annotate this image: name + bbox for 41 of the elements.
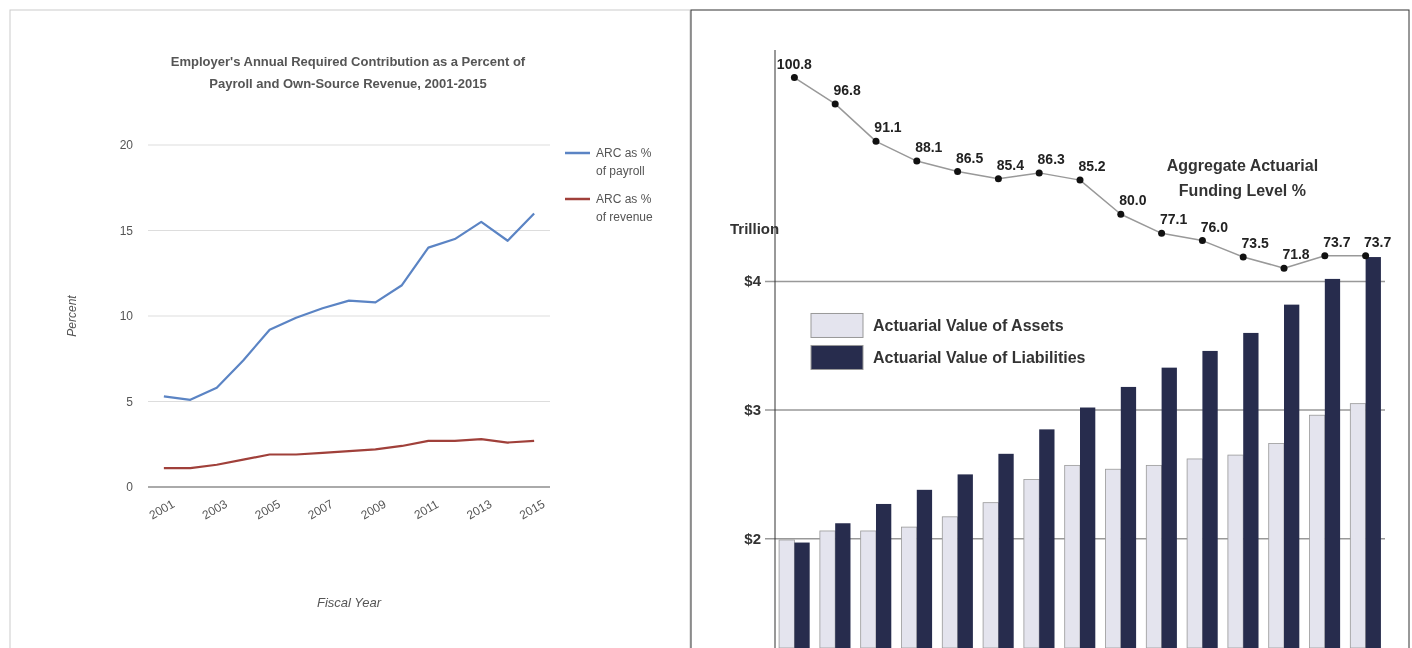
x-axis-title: Fiscal Year xyxy=(316,595,382,610)
data-label: 96.8 xyxy=(833,81,862,98)
legend-label: Actuarial Value of Assets xyxy=(873,317,1064,335)
line-series xyxy=(162,212,536,401)
data-label: 73.7 xyxy=(1323,233,1351,250)
data-label: 88.1 xyxy=(915,139,943,156)
y-tick-label: 15 xyxy=(119,223,134,238)
y-axis-title: Percent xyxy=(65,294,79,337)
y-tick-label: $4 xyxy=(744,272,762,290)
data-label: 80.0 xyxy=(1119,192,1147,209)
x-tick-label: 2011 xyxy=(411,496,442,523)
legend-label: ARC as % of revenue xyxy=(596,192,654,224)
data-label: 77.1 xyxy=(1159,211,1188,228)
y-tick-label: 10 xyxy=(119,309,134,323)
x-tick-label: 2015 xyxy=(517,496,548,523)
x-tick-label: 2009 xyxy=(358,496,389,523)
x-tick-label: 2013 xyxy=(464,496,495,523)
legend-label: ARC as % of payroll xyxy=(596,146,652,178)
chart-title: Employer's Annual Required Contribution as a Percent of Payroll and Own-Source Revenue, 2001-2015 xyxy=(170,54,526,91)
y-axis-title: Trillion xyxy=(730,220,780,238)
x-tick-label: 2003 xyxy=(199,496,231,523)
data-label: 73.7 xyxy=(1363,233,1392,250)
line-series xyxy=(162,438,536,470)
data-label: 86.3 xyxy=(1037,150,1066,167)
data-label: 71.8 xyxy=(1282,246,1310,263)
y-tick-label: $3 xyxy=(744,401,761,419)
legend-label: Actuarial Value of Liabilities xyxy=(873,349,1086,367)
x-tick-label: 2001 xyxy=(146,496,178,523)
y-tick-label: 5 xyxy=(126,394,134,409)
data-label: 73.5 xyxy=(1241,235,1270,251)
y-tick-label: $2 xyxy=(744,529,761,547)
y-tick-label: 20 xyxy=(119,138,134,152)
data-label: 91.1 xyxy=(874,119,902,136)
data-label: 86.5 xyxy=(955,149,984,166)
data-label: 100.8 xyxy=(776,55,813,72)
data-label: 85.2 xyxy=(1078,158,1106,175)
data-label: 76.0 xyxy=(1200,218,1229,235)
y-tick-label: 0 xyxy=(126,480,134,494)
x-tick-label: 2005 xyxy=(252,496,283,523)
series-label: Aggregate Actuarial Funding Level % xyxy=(1166,156,1319,199)
data-label: 85.4 xyxy=(996,156,1025,173)
